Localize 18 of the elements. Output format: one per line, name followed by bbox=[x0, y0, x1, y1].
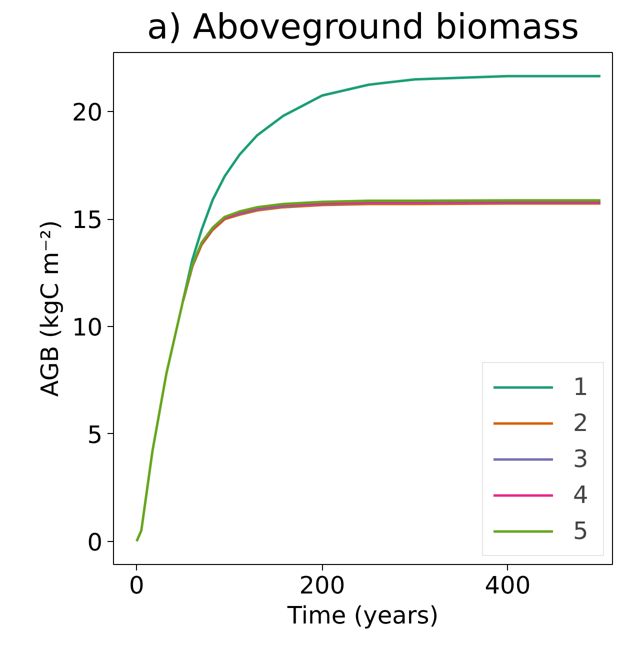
line-series bbox=[135, 199, 602, 543]
y-tick-label: 20 bbox=[72, 98, 103, 127]
legend-label: 3 bbox=[573, 445, 590, 473]
x-tick-label: 400 bbox=[484, 572, 531, 600]
y-tick-label: 0 bbox=[87, 528, 103, 556]
line-series bbox=[182, 74, 602, 302]
legend-label: 2 bbox=[573, 409, 590, 437]
y-tick-label: 15 bbox=[72, 206, 103, 234]
legend-label: 1 bbox=[573, 373, 590, 401]
y-tick-label: 10 bbox=[72, 313, 103, 342]
y-axis-title: AGB (kgC m⁻²) bbox=[36, 220, 64, 397]
y-tick-label: 5 bbox=[87, 420, 103, 449]
legend-label: 4 bbox=[573, 481, 590, 509]
chart-title: a) Aboveground biomass bbox=[146, 8, 580, 48]
x-tick-label: 200 bbox=[299, 572, 346, 600]
legend-label: 5 bbox=[573, 517, 590, 545]
x-tick-label: 0 bbox=[129, 572, 144, 600]
x-axis-title: Time (years) bbox=[286, 602, 439, 630]
